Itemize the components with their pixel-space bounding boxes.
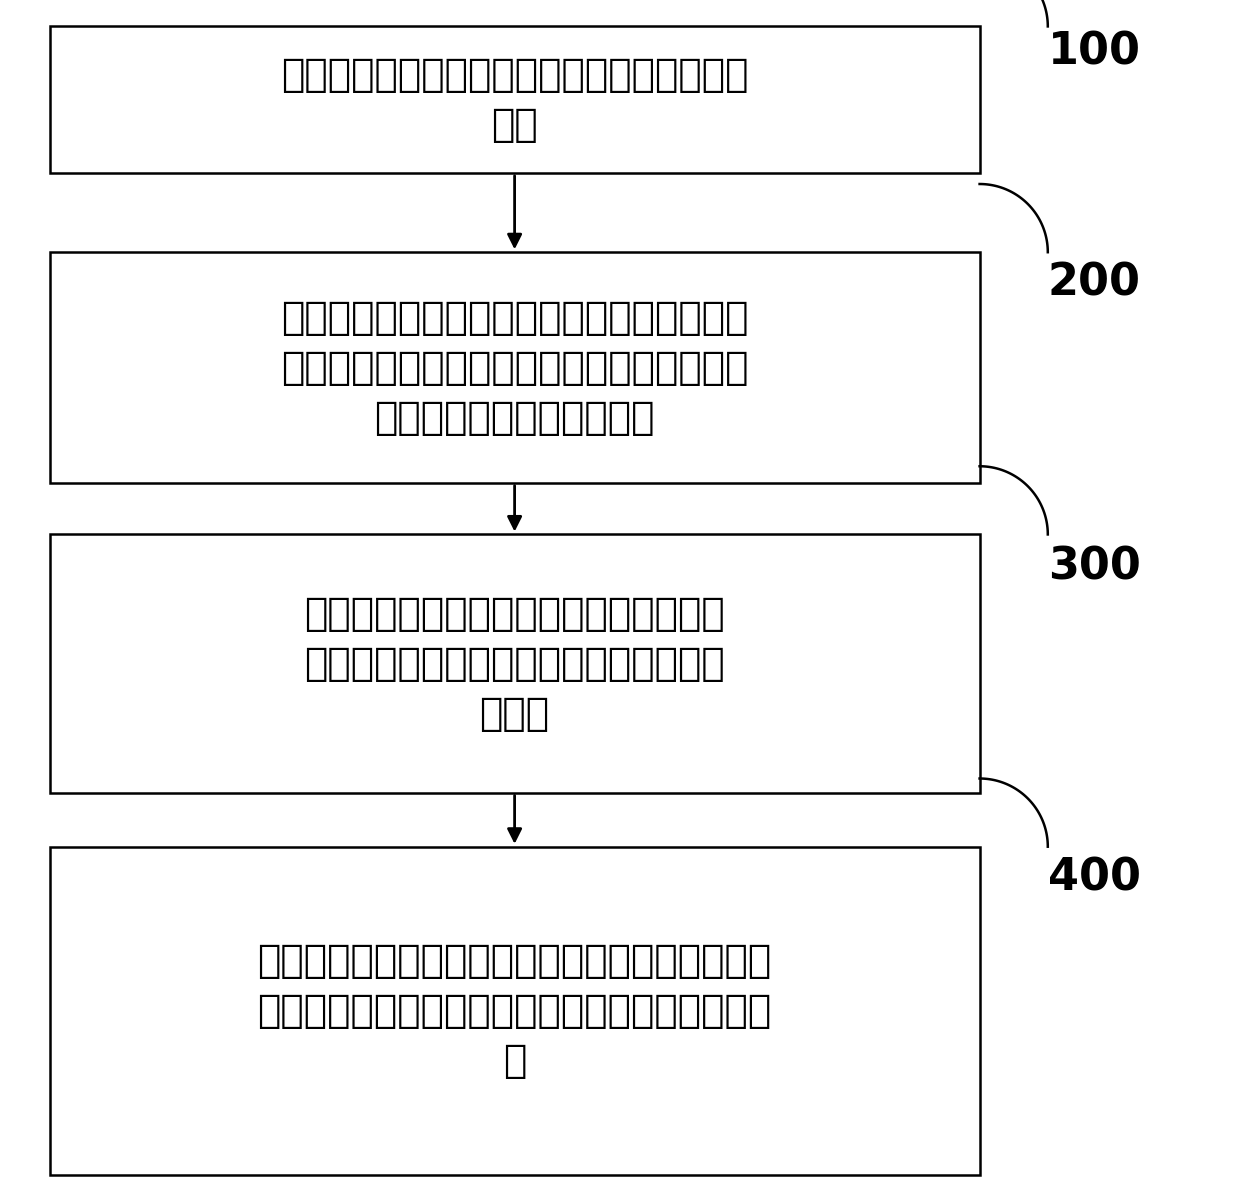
Bar — [50, 26, 980, 173]
Text: 根据所述震源激发点和所述检波器的位置建立
所述震源激发点和所述检波器的坐标，获得震
源激发点坐标和检波器坐标: 根据所述震源激发点和所述检波器的位置建立 所述震源激发点和所述检波器的坐标，获得… — [280, 299, 749, 436]
Text: 根据所述三维双源面波数据集获得所述勘探区域不
同位置处的地下探测目标的平面分布范围和三维形
态: 根据所述三维双源面波数据集获得所述勘探区域不 同位置处的地下探测目标的平面分布范… — [258, 942, 771, 1080]
Text: 200: 200 — [1048, 262, 1141, 305]
Bar — [50, 847, 980, 1175]
Bar — [50, 252, 980, 483]
Text: 通过所述检波器采集地震面波，获得地震面波
数据: 通过所述检波器采集地震面波，获得地震面波 数据 — [280, 55, 749, 144]
Bar — [50, 534, 980, 793]
Text: 根据所述震源激发点坐标、所述检波器坐
标和所述地震面波数据获得三维双源面波
数据集: 根据所述震源激发点坐标、所述检波器坐 标和所述地震面波数据获得三维双源面波 数据… — [304, 594, 725, 733]
Text: 400: 400 — [1048, 856, 1141, 900]
Text: 300: 300 — [1048, 545, 1141, 588]
Text: 100: 100 — [1048, 30, 1141, 73]
